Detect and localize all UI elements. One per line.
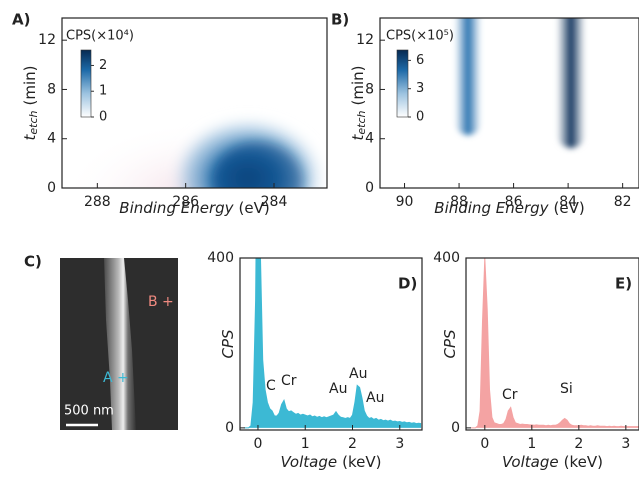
peak-label: Cr [502, 387, 518, 403]
plot-frame [61, 17, 328, 189]
x-tick-label: 1 [301, 436, 310, 452]
y-tick-label: 12 [356, 32, 374, 48]
x-tick-label: 3 [395, 436, 404, 452]
panel-label: B) [331, 11, 349, 29]
y-axis-label: tetch (min) [349, 66, 369, 141]
y-tick-label: 0 [365, 180, 374, 196]
plot-frame [465, 257, 639, 431]
y-axis-subscript: etch [27, 110, 40, 134]
x-tick-label: 86 [505, 194, 523, 210]
x-tick-label: 3 [621, 436, 630, 452]
colorbar-tick-label: 3 [416, 81, 424, 96]
y-tick-label: 400 [207, 250, 234, 266]
scale-bar-label: 500 nm [64, 404, 114, 419]
spectrum-line [470, 258, 639, 429]
y-axis-label: tetch (min) [21, 66, 41, 141]
y-tick-label: 12 [38, 32, 56, 48]
colorbar [396, 49, 409, 118]
x-tick-label: 1 [527, 436, 536, 452]
marker-label: A + [103, 370, 129, 386]
x-tick-label: 0 [480, 436, 489, 452]
peak-label: Au [366, 390, 384, 406]
colorbar-label: CPS(×10⁴) [66, 29, 134, 44]
plot-frame [379, 17, 639, 189]
x-tick-label: 2 [348, 436, 357, 452]
y-axis-unit: (min) [349, 66, 367, 106]
x-tick-label: 286 [172, 194, 199, 210]
y-axis-label: CPS [441, 329, 459, 359]
colorbar-tick-label: 6 [416, 53, 424, 68]
y-axis-label: CPS [219, 329, 237, 359]
spectrum-line [243, 258, 422, 429]
x-axis-label: Voltage (keV) [281, 453, 382, 471]
plot-area [470, 258, 639, 429]
x-axis-unit: (eV) [554, 199, 585, 217]
x-tick-label: 2 [574, 436, 583, 452]
x-axis-label: Voltage (keV) [502, 453, 603, 471]
panel-label: D) [398, 275, 417, 293]
colorbar-label: CPS(×10⁵) [386, 29, 454, 44]
x-axis-unit: (keV) [564, 453, 603, 471]
y-axis-unit: (min) [21, 66, 39, 106]
y-axis-subscript: etch [355, 110, 368, 134]
x-axis-title: Voltage [281, 453, 338, 471]
y-axis-title: CPS [219, 329, 237, 359]
x-tick-label: 90 [396, 194, 414, 210]
plot-frame [239, 257, 423, 431]
area-fill [470, 258, 639, 428]
peak-label: Au [329, 381, 347, 397]
panel-label: A) [12, 11, 30, 29]
area-fill [243, 258, 422, 428]
y-tick-label: 0 [451, 420, 460, 436]
y-axis-title: CPS [441, 329, 459, 359]
colorbar-tick-label: 1 [99, 84, 107, 99]
y-tick-label: 8 [365, 81, 374, 97]
y-tick-label: 8 [47, 81, 56, 97]
x-tick-label: 0 [254, 436, 263, 452]
colorbar-tick-label: 2 [99, 58, 107, 73]
x-tick-label: 288 [84, 194, 111, 210]
peak-label: Au [349, 366, 367, 382]
x-axis-title: Voltage [502, 453, 559, 471]
colorbar-tick-label: 0 [416, 110, 424, 125]
peak-label: Cr [281, 373, 297, 389]
peak-label: C [266, 378, 276, 394]
peak-label: Si [560, 381, 573, 397]
sem-image [60, 258, 178, 430]
y-axis-title: t [349, 134, 367, 141]
colorbar-tick-label: 0 [99, 110, 107, 125]
x-tick-label: 84 [559, 194, 577, 210]
x-axis-unit: (eV) [239, 199, 270, 217]
y-tick-label: 4 [47, 131, 56, 147]
panel-label: E) [615, 275, 632, 293]
y-tick-label: 0 [225, 420, 234, 436]
x-axis-label: Binding Energy (eV) [119, 199, 269, 217]
heatmap-field [62, 116, 327, 188]
y-tick-label: 400 [433, 250, 460, 266]
y-axis-title: t [21, 134, 39, 141]
x-tick-label: 82 [614, 194, 632, 210]
panel-label: C) [24, 253, 42, 271]
heatmap-field [455, 18, 585, 148]
y-tick-label: 0 [47, 180, 56, 196]
x-axis-label: Binding Energy (eV) [434, 199, 584, 217]
plot-area [243, 258, 422, 429]
x-axis-unit: (keV) [342, 453, 381, 471]
marker-label: B + [148, 294, 174, 310]
x-tick-label: 284 [261, 194, 288, 210]
y-tick-label: 4 [365, 131, 374, 147]
colorbar [80, 49, 92, 118]
x-axis-title: Binding Energy [119, 199, 234, 217]
x-axis-title: Binding Energy [434, 199, 549, 217]
x-tick-label: 88 [450, 194, 468, 210]
